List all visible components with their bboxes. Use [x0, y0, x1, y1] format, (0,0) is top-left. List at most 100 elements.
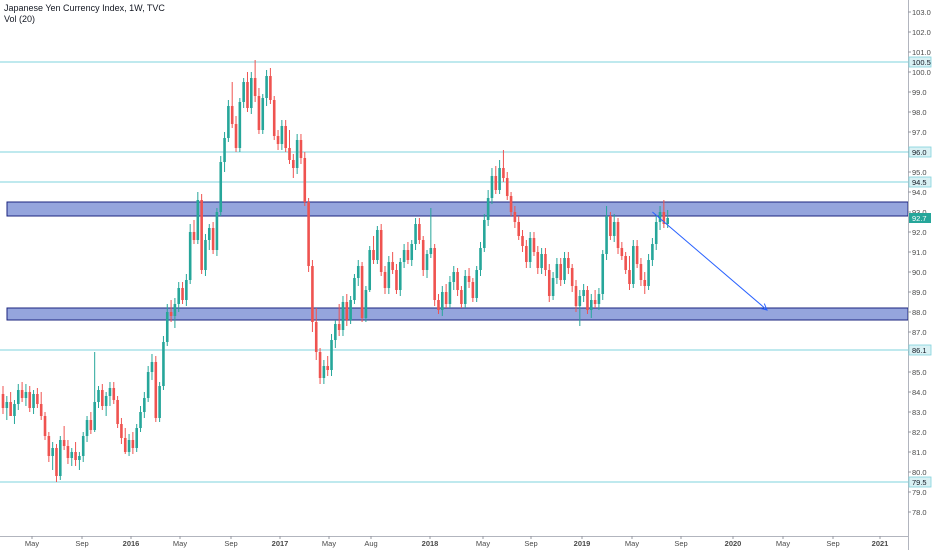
candle-body: [662, 212, 666, 224]
candle-body: [463, 276, 467, 304]
candle-body: [376, 230, 379, 260]
candle-body: [334, 324, 337, 340]
trend-line: [652, 211, 768, 311]
candle-body: [563, 258, 566, 280]
time-axis[interactable]: May Sep 2016 May Sep 2017 May Aug 2018 May Sep 2019…: [0, 536, 908, 550]
time-tick-label: May: [776, 539, 790, 548]
candle-body: [150, 362, 154, 372]
support-resistance-zones: [6, 201, 909, 321]
candle-body: [425, 254, 429, 270]
candle-body: [143, 398, 146, 412]
candle-body: [165, 312, 169, 342]
candle-body: [345, 302, 349, 320]
candle-body: [135, 428, 138, 448]
price-tick-label: 80.0: [912, 468, 927, 477]
candle-body: [204, 240, 207, 270]
candle-body: [146, 372, 150, 398]
candle-body: [616, 222, 620, 248]
candle-body: [51, 448, 54, 456]
candle-body: [654, 222, 658, 244]
candle-body: [517, 222, 520, 236]
candle-body: [555, 264, 559, 278]
time-tick-label: Sep: [826, 539, 839, 548]
candle-body: [215, 212, 219, 250]
time-tick-label: Sep: [224, 539, 237, 548]
candle-body: [292, 160, 295, 168]
candle-body: [586, 290, 589, 310]
candle-body: [89, 420, 93, 430]
candle-body: [330, 340, 333, 370]
candle-body: [81, 436, 85, 456]
candle-body: [253, 78, 257, 96]
candle-body: [74, 452, 77, 460]
candle-body: [78, 456, 81, 460]
candle-body: [127, 440, 131, 452]
candle-body: [269, 76, 272, 100]
candle-body: [177, 288, 181, 304]
price-tick-label: 88.0: [912, 308, 927, 317]
level-badge-label: 100.5: [912, 58, 931, 67]
candle-body: [639, 264, 643, 280]
symbol-title[interactable]: Japanese Yen Currency Index, 1W, TVC: [4, 3, 165, 13]
level-badge: [908, 476, 932, 488]
candle-body: [200, 200, 203, 270]
candle-body: [120, 424, 123, 438]
candle-body: [589, 300, 593, 310]
candle-body: [337, 324, 341, 330]
candle-body: [85, 420, 89, 436]
candle-body: [32, 394, 35, 408]
candle-body: [395, 270, 398, 290]
candle-body: [418, 224, 421, 240]
level-badge: [908, 344, 932, 356]
time-tick-label: 2016: [123, 539, 140, 548]
price-tick-label: 98.0: [912, 108, 927, 117]
candle-body: [66, 446, 70, 458]
level-badge-label: 86.1: [912, 346, 927, 355]
candle-body: [36, 394, 39, 404]
candle-body: [486, 198, 490, 220]
candle-body: [441, 292, 444, 310]
candle-body: [276, 136, 280, 144]
chart-legend: Japanese Yen Currency Index, 1W, TVC Vol…: [4, 3, 165, 25]
candle-body: [154, 362, 158, 418]
candle-body: [207, 228, 211, 240]
candle-body: [414, 224, 417, 244]
candle-body: [1, 394, 5, 408]
time-tick-label: May: [322, 539, 336, 548]
volume-indicator-label[interactable]: Vol (20): [4, 14, 36, 24]
candle-body: [314, 322, 318, 352]
candle-body: [471, 282, 475, 298]
candle-body: [540, 254, 543, 268]
candle-body: [494, 176, 498, 190]
candle-body: [544, 254, 547, 270]
level-badge-label: 94.5: [912, 178, 927, 187]
candle-body: [318, 352, 322, 378]
time-tick-label: 2017: [272, 539, 289, 548]
candle-body: [356, 266, 360, 278]
price-axis[interactable]: 78.079.080.081.082.083.084.085.086.087.0…: [908, 0, 932, 550]
candle-body: [547, 270, 551, 296]
candle-body: [238, 102, 242, 148]
candle-body: [635, 246, 639, 264]
candle-body: [55, 448, 58, 476]
candle-body: [288, 148, 291, 160]
candle-body: [528, 238, 532, 262]
candle-body: [467, 276, 471, 282]
price-tick-label: 101.0: [912, 48, 931, 57]
candle-body: [185, 280, 188, 300]
candle-body: [647, 260, 650, 286]
time-axis-bg: [0, 536, 908, 550]
candle-body: [490, 176, 494, 198]
time-tick-label: Sep: [524, 539, 537, 548]
candle-body: [509, 196, 513, 212]
time-tick-label: May: [25, 539, 39, 548]
candle-body: [303, 158, 307, 202]
candle-body: [444, 292, 448, 304]
candle-body: [211, 228, 215, 250]
time-tick-label: May: [173, 539, 187, 548]
candle-body: [605, 216, 608, 254]
price-tick-label: 83.0: [912, 408, 927, 417]
candle-body: [372, 250, 375, 260]
